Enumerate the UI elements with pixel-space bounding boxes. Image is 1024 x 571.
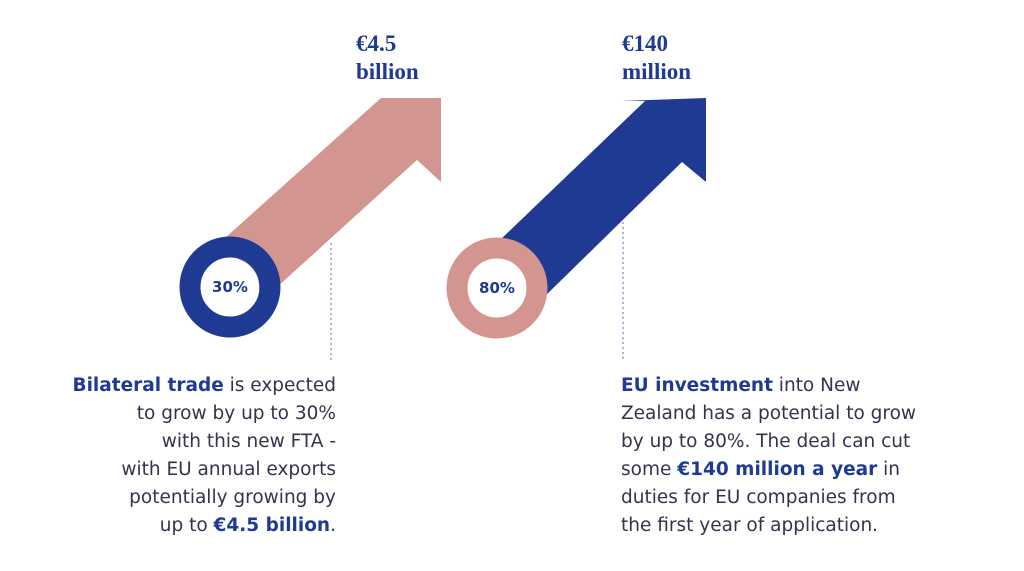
trade-amount-value: €4.5 xyxy=(356,31,397,56)
investment-amount-unit: million xyxy=(622,59,692,84)
investment-description: EU investment into New Zealand has a pot… xyxy=(621,375,917,536)
investment-percent-ring xyxy=(446,237,548,339)
trade-amount-unit: billion xyxy=(356,59,419,84)
trade-percent-label: 30% xyxy=(212,278,248,296)
investment-amount-value: €140 xyxy=(622,31,668,56)
investment-growth-arrow xyxy=(500,98,706,300)
trade-description: Bilateral trade is expected to grow by u… xyxy=(72,375,336,536)
trade-description-amount: €4.5 billion xyxy=(213,515,331,536)
investment-description-bold: EU investment xyxy=(621,375,773,396)
investment-amount: €140 million xyxy=(622,30,691,86)
investment-description-amount: €140 million a year xyxy=(677,459,878,480)
trade-amount: €4.5 billion xyxy=(356,30,419,86)
trade-growth-arrow xyxy=(225,98,441,298)
investment-percent-label: 80% xyxy=(479,279,515,297)
trade-description-bold: Bilateral trade xyxy=(72,375,224,396)
trade-percent-ring xyxy=(179,236,281,338)
